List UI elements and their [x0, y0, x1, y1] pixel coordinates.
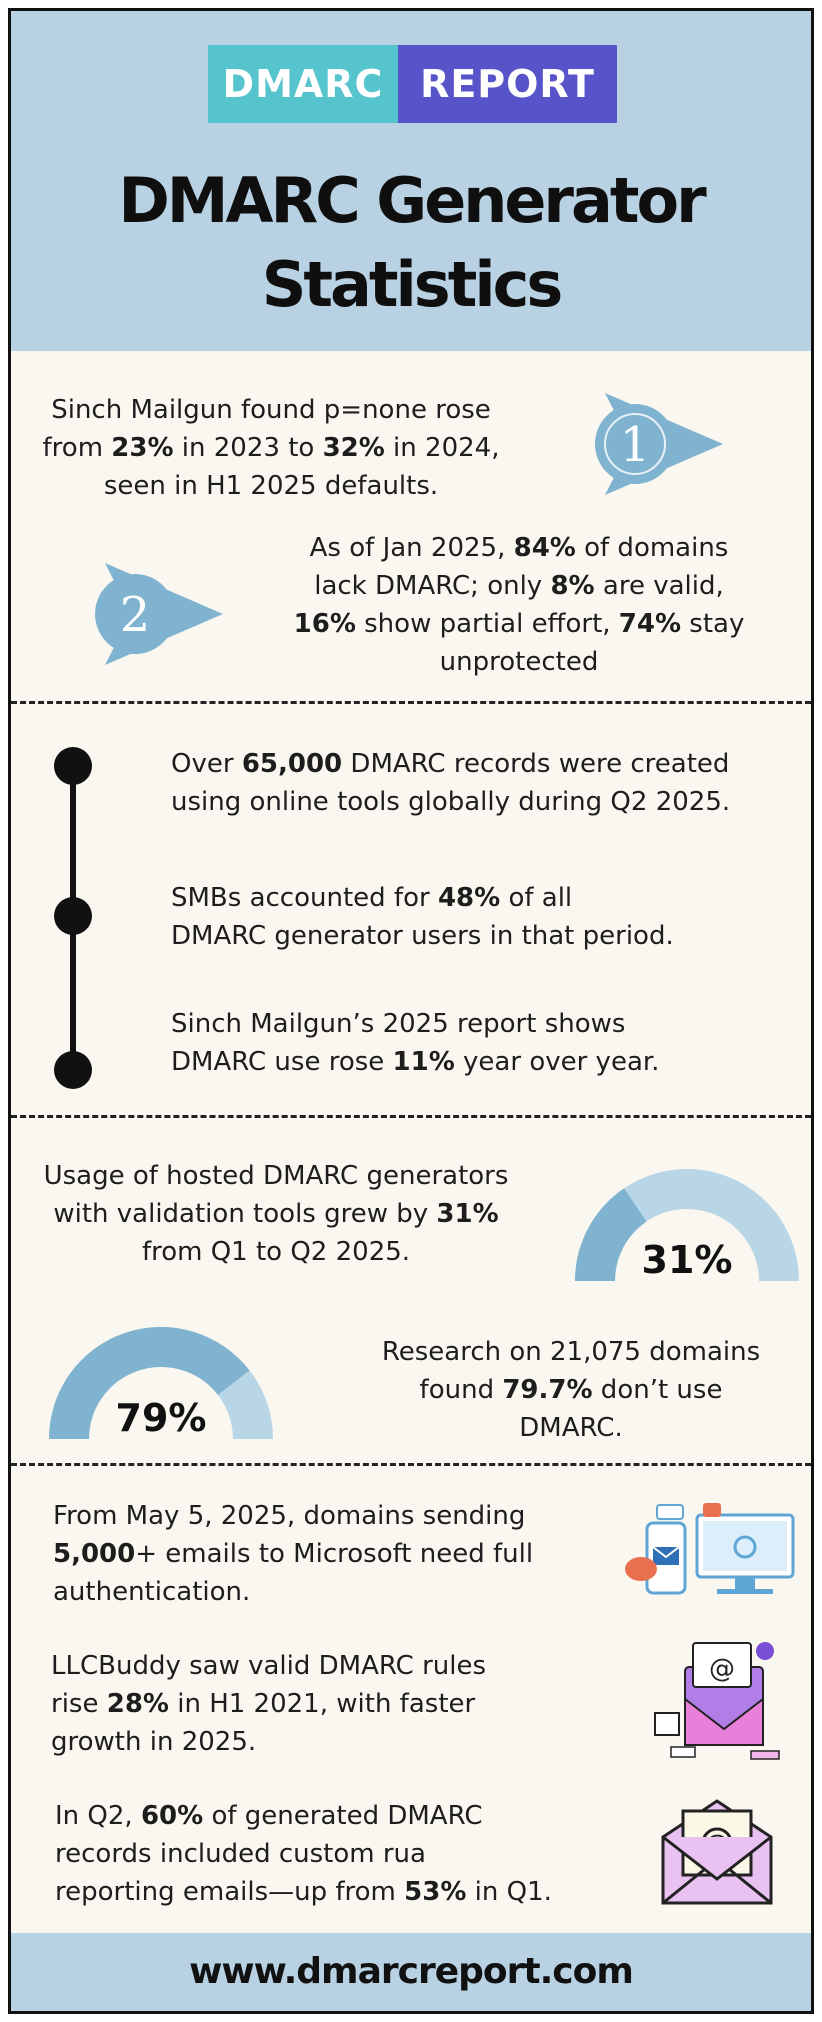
logo-dmarc: DMARC: [208, 45, 398, 123]
email-marketing-illustration-icon: @: [654, 1642, 780, 1760]
gauge-value-label: 31%: [642, 1238, 733, 1281]
page-title: DMARC Generator Statistics: [11, 159, 811, 327]
svg-text:@: @: [709, 1654, 735, 1684]
gauge-value-label: 79%: [116, 1396, 207, 1439]
stat-yoy-growth: Sinch Mailgun’s 2025 report shows DMARC …: [171, 1009, 660, 1077]
title-line-2: Statistics: [261, 248, 563, 321]
stat-smb-share: SMBs accounted for 48% of all DMARC gene…: [171, 883, 674, 951]
header: DMARC REPORT DMARC Generator Statistics: [11, 11, 811, 351]
gauge-79-percent: 79%: [49, 1327, 273, 1439]
stat-llcbuddy-rise: LLCBuddy saw valid DMARC rules rise 28% …: [51, 1651, 487, 1757]
infographic: DMARC REPORT DMARC Generator Statistics …: [8, 8, 814, 2014]
title-line-1: DMARC Generator: [118, 164, 706, 237]
gauge-fill: [575, 1188, 648, 1281]
footer-url[interactable]: www.dmarcreport.com: [11, 1933, 811, 2011]
stat-domains-research: Research on 21,075 domains found 79.7% d…: [381, 1337, 761, 1443]
arrow-marker-2-icon: 2: [95, 563, 223, 665]
stat-custom-rua: In Q2, 60% of generated DMARC records in…: [55, 1801, 552, 1907]
marker-2-number: 2: [120, 587, 151, 643]
email-authentication-illustration-icon: [625, 1503, 795, 1595]
marker-1-number: 1: [620, 417, 651, 473]
logo: DMARC REPORT: [208, 45, 617, 123]
envelope-at-icon: @: [661, 1799, 773, 1905]
stat-pnone-rise: Sinch Mailgun found p=none rose from 23%…: [42, 395, 500, 501]
stat-hosted-generators: Usage of hosted DMARC generators with va…: [43, 1161, 509, 1267]
divider: [11, 1463, 811, 1466]
divider: [11, 1115, 811, 1118]
timeline-dot: [54, 747, 92, 785]
stat-microsoft-requirement: From May 5, 2025, domains sending 5,000+…: [53, 1501, 534, 1607]
stat-records-created: Over 65,000 DMARC records were created u…: [171, 749, 731, 817]
logo-report: REPORT: [398, 45, 617, 123]
gauge-fill: [49, 1327, 250, 1439]
stat-dmarc-adoption: As of Jan 2025, 84% of domains lack DMAR…: [293, 533, 745, 677]
timeline-dot: [54, 897, 92, 935]
arrow-marker-1-icon: 1: [595, 393, 723, 495]
divider: [11, 701, 811, 704]
timeline-dot: [54, 1051, 92, 1089]
gauge-31-percent: 31%: [575, 1169, 799, 1281]
